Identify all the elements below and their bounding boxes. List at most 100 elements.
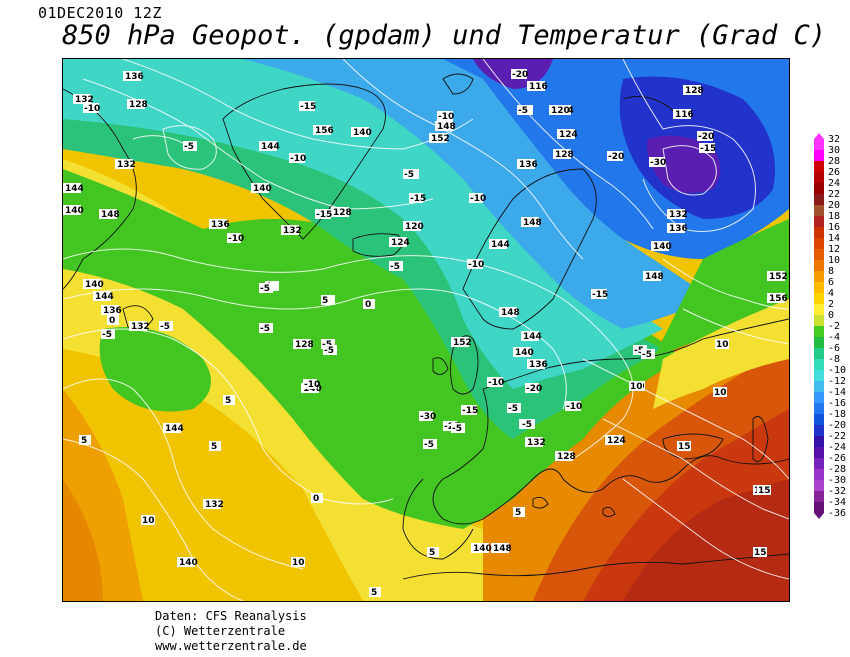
- temp-label: -5: [260, 284, 270, 294]
- geo-label: 140: [473, 544, 492, 554]
- colorbar-cell: [814, 348, 824, 359]
- geo-label: 144: [523, 332, 542, 342]
- colorbar-tick-label: -22: [828, 431, 847, 442]
- geo-label: 156: [769, 294, 788, 304]
- credits: Daten: CFS Reanalysis (C) Wetterzentrale…: [155, 609, 307, 654]
- colorbar-cell: [814, 216, 824, 227]
- colorbar-top-arrow: [814, 133, 824, 139]
- geo-label: 128: [555, 150, 574, 160]
- temp-label: -15: [316, 210, 332, 220]
- temp-label: -5: [522, 420, 532, 430]
- colorbar-cell: [814, 150, 824, 161]
- temp-label: -5: [404, 170, 414, 180]
- colorbar-cell: [814, 469, 824, 480]
- temp-label: -5: [518, 106, 528, 116]
- geo-label: 132: [669, 210, 688, 220]
- colorbar-cell: [814, 249, 824, 260]
- colorbar-tick-label: 32: [828, 134, 841, 145]
- geo-label: 132: [117, 160, 136, 170]
- colorbar-tick-label: -36: [828, 508, 847, 519]
- geo-label: 140: [353, 128, 372, 138]
- colorbar-cell: [814, 282, 824, 293]
- geo-label: 152: [431, 134, 450, 144]
- colorbar-cell: [814, 326, 824, 337]
- temp-label: 5: [211, 442, 217, 452]
- colorbar-cell: [814, 194, 824, 205]
- geo-label: 148: [437, 122, 456, 132]
- colorbar-tick-label: 26: [828, 167, 841, 178]
- credits-data-source: Daten: CFS Reanalysis: [155, 609, 307, 623]
- temp-label: -10: [468, 260, 484, 270]
- geopotential-labels: 136 132 128 124 120 116 140 144 148 152 …: [63, 71, 788, 568]
- geo-label: 144: [491, 240, 510, 250]
- geo-label: 148: [501, 308, 520, 318]
- colorbar-tick-label: -12: [828, 376, 847, 387]
- temp-label: -5: [452, 424, 462, 434]
- colorbar-tick-label: 12: [828, 244, 841, 255]
- temp-label: -15: [700, 144, 716, 154]
- geo-label: 136: [519, 160, 538, 170]
- temp-label: -15: [592, 290, 608, 300]
- colorbar-tick-label: 24: [828, 178, 841, 189]
- geo-label: 140: [653, 242, 672, 252]
- temp-label: 10: [630, 382, 643, 392]
- geo-label: 124: [607, 436, 626, 446]
- temp-label: -5: [634, 346, 644, 356]
- colorbar-tick-label: -16: [828, 398, 847, 409]
- temp-label: -15: [300, 102, 316, 112]
- temp-label: 5: [515, 508, 521, 518]
- geo-label: 132: [131, 322, 150, 332]
- colorbar-tick-label: 20: [828, 200, 841, 211]
- temp-label: -5: [160, 322, 170, 332]
- colorbar-bottom-arrow: [814, 513, 824, 519]
- colorbar-tick-label: -20: [828, 420, 847, 431]
- colorbar-cell: [814, 425, 824, 436]
- temp-label: -5: [260, 324, 270, 334]
- geo-label: 140: [253, 184, 272, 194]
- temp-label: -5: [102, 330, 112, 340]
- colorbar-cell: [814, 293, 824, 304]
- temperature-colorbar: [814, 133, 824, 522]
- colorbar-tick-label: 22: [828, 189, 841, 200]
- geo-label: 148: [101, 210, 120, 220]
- geo-label: 128: [333, 208, 352, 218]
- temp-label: 5: [371, 588, 377, 598]
- colorbar-tick-label: -8: [828, 354, 841, 365]
- geo-label: 128: [129, 100, 148, 110]
- temp-label: 15: [678, 442, 691, 452]
- colorbar-tick-label: -32: [828, 486, 847, 497]
- temp-label: -15: [462, 406, 478, 416]
- temp-label: -20: [526, 384, 542, 394]
- geo-label: 124: [559, 130, 578, 140]
- colorbar-cell: [814, 381, 824, 392]
- credits-website: www.wetterzentrale.de: [155, 639, 307, 653]
- colorbar-tick-label: -26: [828, 453, 847, 464]
- date-stamp: 01DEC2010 12Z: [38, 4, 162, 22]
- colorbar-tick-label: 8: [828, 266, 835, 277]
- geo-label: 136: [529, 360, 548, 370]
- colorbar-cell: [814, 304, 824, 315]
- temp-label: -5: [424, 440, 434, 450]
- geo-label: 120: [551, 106, 570, 116]
- colorbar-tick-label: -34: [828, 497, 847, 508]
- temp-label: -10: [438, 112, 454, 122]
- temp-label: -10: [290, 154, 306, 164]
- temp-label: 0: [313, 494, 319, 504]
- colorbar-cell: [814, 392, 824, 403]
- geo-label: 120: [405, 222, 424, 232]
- colorbar-cell: [814, 172, 824, 183]
- temp-label: 10: [292, 558, 305, 568]
- colorbar-cell: [814, 205, 824, 216]
- colorbar-cell: [814, 502, 824, 513]
- geo-label: 140: [515, 348, 534, 358]
- colorbar-cell: [814, 227, 824, 238]
- temp-label: 5: [81, 436, 87, 446]
- geo-label: 148: [523, 218, 542, 228]
- geo-label: 116: [529, 82, 548, 92]
- geo-label: 128: [295, 340, 314, 350]
- geo-label: 136: [211, 220, 230, 230]
- geo-label: 128: [557, 452, 576, 462]
- geo-label: 156: [315, 126, 334, 136]
- temp-label: -5: [642, 350, 652, 360]
- colorbar-tick-label: 6: [828, 277, 835, 288]
